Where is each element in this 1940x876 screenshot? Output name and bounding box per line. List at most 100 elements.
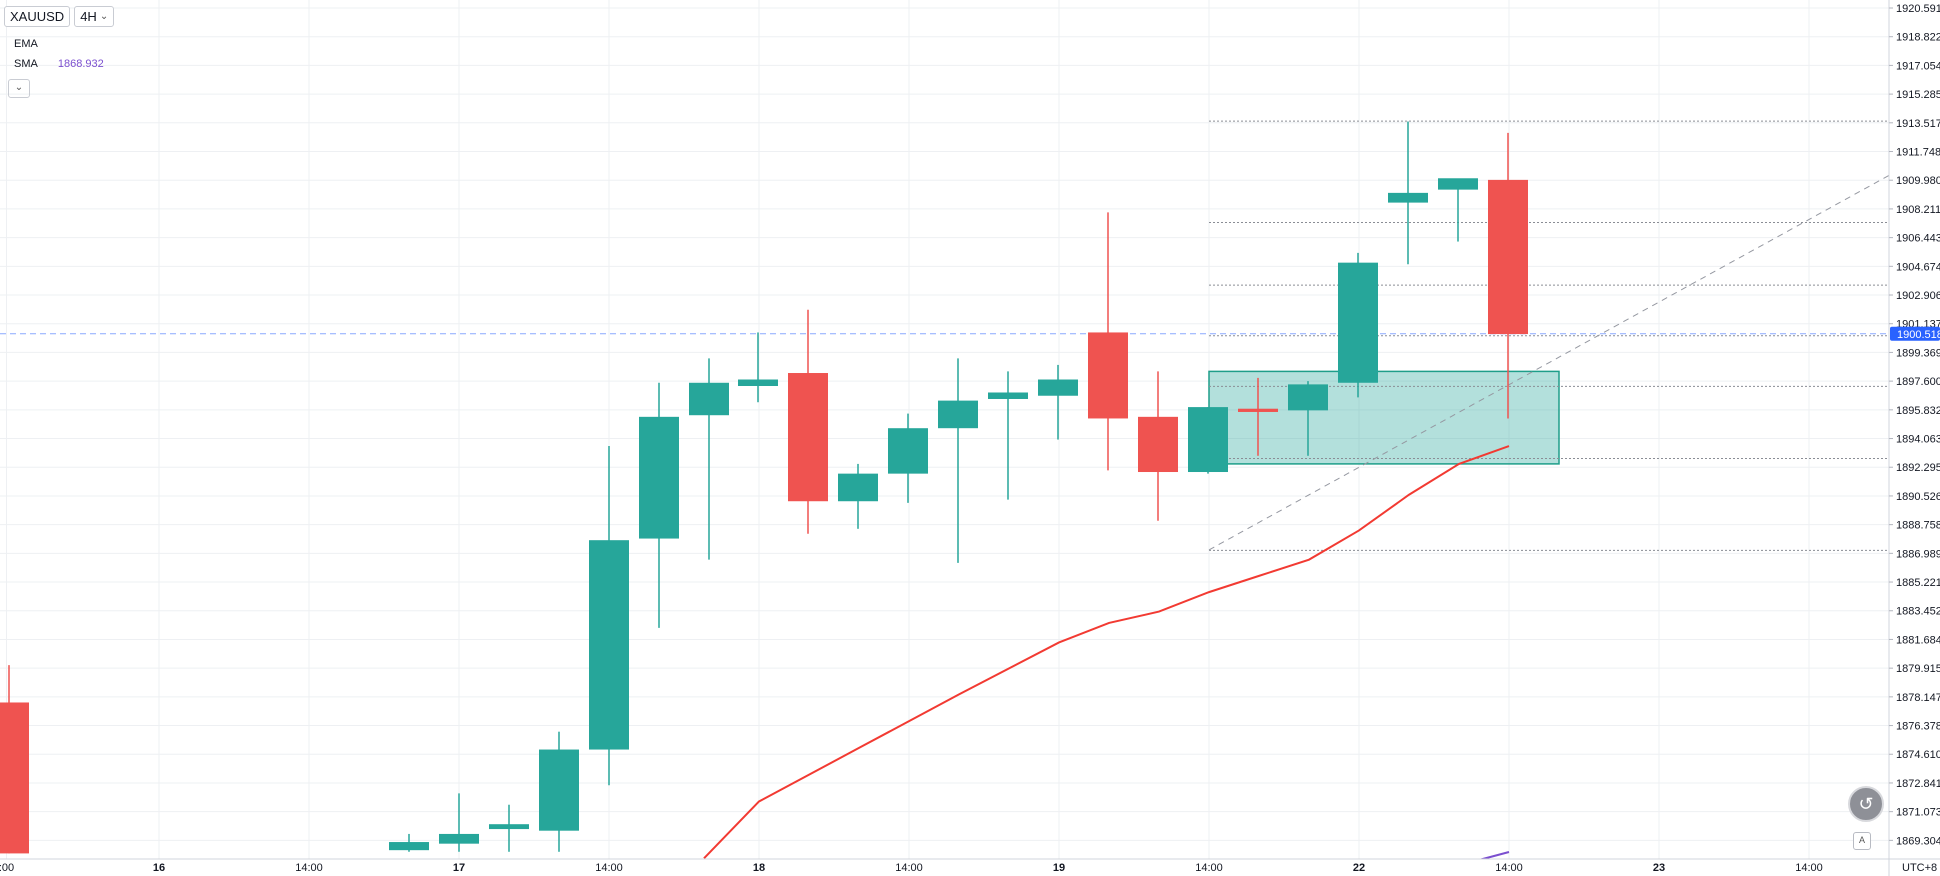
y-tick-label: 1876.378	[1896, 721, 1940, 733]
candle	[389, 833, 429, 852]
y-tick-label: 1913.517	[1896, 118, 1940, 130]
candle	[489, 804, 529, 852]
candle-body	[1338, 262, 1378, 383]
candle-body	[1438, 178, 1478, 190]
candle-body	[1388, 192, 1428, 203]
price-axis-bg	[1889, 0, 1940, 876]
symbol-button[interactable]: XAUUSD	[4, 6, 71, 27]
candle-body	[788, 373, 828, 502]
chart-legend: XAUUSD 4H ⌄ EMA SMA 1868.932 ⌄	[4, 6, 115, 98]
y-tick-label: 1883.452	[1896, 606, 1940, 618]
candle-body	[639, 416, 679, 539]
y-tick-label: 1874.610	[1896, 749, 1940, 761]
interval-label: 4H	[80, 9, 97, 24]
candle-body	[439, 833, 479, 844]
y-tick-label: 1906.443	[1896, 233, 1940, 245]
x-tick-label: 23	[1653, 862, 1665, 874]
y-tick-label: 1881.684	[1896, 634, 1940, 646]
x-tick-label: 18	[753, 862, 765, 874]
y-tick-label: 1895.832	[1896, 405, 1940, 417]
highlight-zone[interactable]	[1208, 370, 1560, 465]
candle	[738, 332, 778, 403]
candle	[938, 358, 978, 563]
moving-average-line	[703, 445, 1510, 859]
candle	[838, 463, 878, 529]
candle	[639, 382, 679, 628]
candle	[788, 309, 828, 534]
y-tick-label: 1911.748	[1896, 147, 1940, 159]
candle	[539, 731, 579, 852]
candles-layer	[0, 121, 1528, 854]
collapse-legend-button[interactable]: ⌄	[8, 79, 30, 98]
timezone-label: UTC+8	[1902, 862, 1937, 874]
undo-arrow-icon[interactable]: ↺	[1848, 786, 1884, 822]
indicator-name: EMA	[14, 38, 38, 50]
candle-body	[489, 824, 529, 830]
candle	[1238, 377, 1278, 456]
candle-body	[1188, 407, 1228, 473]
candle-body	[1038, 379, 1078, 396]
y-tick-label: 1888.758	[1896, 520, 1940, 532]
x-tick-label: 17	[453, 862, 465, 874]
candle-body	[1488, 179, 1528, 335]
x-tick-label: :00	[0, 862, 14, 874]
y-tick-label: 1918.822	[1896, 32, 1940, 44]
y-tick-label: 1899.369	[1896, 347, 1940, 359]
candle-body	[589, 540, 629, 750]
candle	[589, 446, 629, 786]
y-tick-label: 1897.600	[1896, 376, 1940, 388]
y-tick-label: 1872.841	[1896, 778, 1940, 790]
time-axis-bg	[0, 859, 1940, 876]
candle	[1488, 132, 1528, 419]
current-price-label: 1900.518	[1897, 329, 1940, 341]
indicator-name: SMA	[14, 58, 38, 70]
candle-body	[1288, 384, 1328, 411]
indicator-row-ema[interactable]: EMA	[14, 31, 114, 57]
x-tick-label: 19	[1053, 862, 1065, 874]
candle-body	[1138, 416, 1178, 473]
fib-retracement[interactable]: 0.00023.60038.20050.00061.80078.600100.0…	[1208, 101, 1940, 551]
auto-scale-icon[interactable]: A	[1853, 832, 1871, 850]
x-tick-label: 16	[153, 862, 165, 874]
candle	[1288, 381, 1328, 456]
x-tick-label: 14:00	[1195, 862, 1223, 874]
candle-body	[0, 702, 29, 854]
current-price-tag	[1890, 326, 1940, 341]
y-tick-label: 1904.674	[1896, 261, 1940, 273]
candle	[888, 413, 928, 503]
y-tick-label: 1908.211	[1896, 204, 1940, 216]
candle	[0, 665, 29, 854]
candle	[1088, 212, 1128, 471]
candle-body	[838, 473, 878, 502]
y-tick-label: 1869.304	[1896, 835, 1940, 847]
candle-body	[738, 379, 778, 387]
candle	[988, 371, 1028, 500]
interval-button[interactable]: 4H ⌄	[74, 6, 115, 27]
candle	[1138, 371, 1178, 521]
y-tick-label: 1878.147	[1896, 692, 1940, 704]
y-tick-label: 1885.221	[1896, 577, 1940, 589]
x-tick-label: 14:00	[1795, 862, 1823, 874]
x-tick-label: 14:00	[895, 862, 923, 874]
candle-body	[1238, 408, 1278, 412]
x-tick-label: 14:00	[595, 862, 623, 874]
candle-body	[988, 392, 1028, 399]
candle-body	[389, 842, 429, 851]
y-tick-label: 1871.073	[1896, 807, 1940, 819]
x-tick-label: 22	[1353, 862, 1365, 874]
candle	[689, 358, 729, 560]
candle-body	[888, 428, 928, 474]
candle	[1188, 407, 1228, 474]
y-tick-label: 1902.906	[1896, 290, 1940, 302]
candle-body	[1088, 332, 1128, 419]
y-tick-label: 1909.980	[1896, 175, 1940, 187]
y-tick-label: 1920.591	[1896, 3, 1940, 15]
y-tick-label: 1915.285	[1896, 89, 1940, 101]
y-tick-label: 1890.526	[1896, 491, 1940, 503]
candle-body	[938, 400, 978, 429]
indicator-row-sma[interactable]: SMA 1868.932	[14, 51, 114, 77]
y-tick-label: 1894.063	[1896, 434, 1940, 446]
x-tick-label: 14:00	[295, 862, 323, 874]
